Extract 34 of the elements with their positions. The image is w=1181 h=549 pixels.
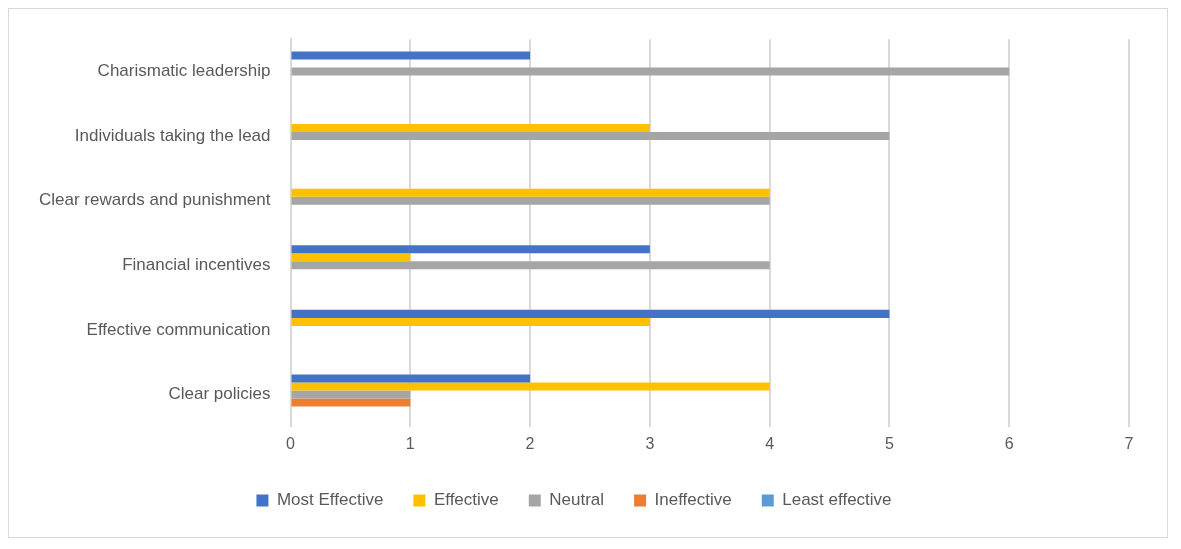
bar <box>291 309 890 318</box>
y-tick-label: Individuals taking the lead <box>74 125 271 145</box>
bar <box>291 124 650 133</box>
y-tick-label: Effective communication <box>86 319 271 339</box>
bar <box>291 245 650 254</box>
y-tick-label: Charismatic leadership <box>97 61 271 81</box>
bar <box>291 253 411 262</box>
bar <box>291 67 1010 76</box>
bar <box>291 317 650 326</box>
bar <box>291 188 770 197</box>
bar <box>291 398 411 407</box>
x-tick-label: 5 <box>884 434 894 452</box>
legend-label: Most Effective <box>276 490 384 510</box>
legend-label: Ineffective <box>654 490 732 510</box>
legend-label: Neutral <box>549 490 605 510</box>
bar <box>291 261 770 270</box>
x-tick-label: 6 <box>1004 434 1014 452</box>
bar <box>291 390 411 399</box>
bar <box>291 132 890 141</box>
x-tick-label: 7 <box>1124 434 1134 452</box>
x-tick-label: 0 <box>286 434 296 452</box>
legend-label: Effective <box>433 490 499 510</box>
bar <box>291 382 770 391</box>
legend-label: Least effective <box>782 490 892 510</box>
y-tick-label: Clear rewards and punishment <box>38 190 271 210</box>
y-tick-label: Financial incentives <box>122 254 271 274</box>
bar <box>291 374 531 383</box>
x-tick-label: 2 <box>525 434 535 452</box>
x-tick-label: 3 <box>645 434 655 452</box>
bar <box>291 51 531 60</box>
y-tick-label: Clear policies <box>168 384 271 404</box>
x-tick-label: 4 <box>765 434 775 452</box>
bar <box>291 196 770 205</box>
x-tick-label: 1 <box>405 434 415 452</box>
